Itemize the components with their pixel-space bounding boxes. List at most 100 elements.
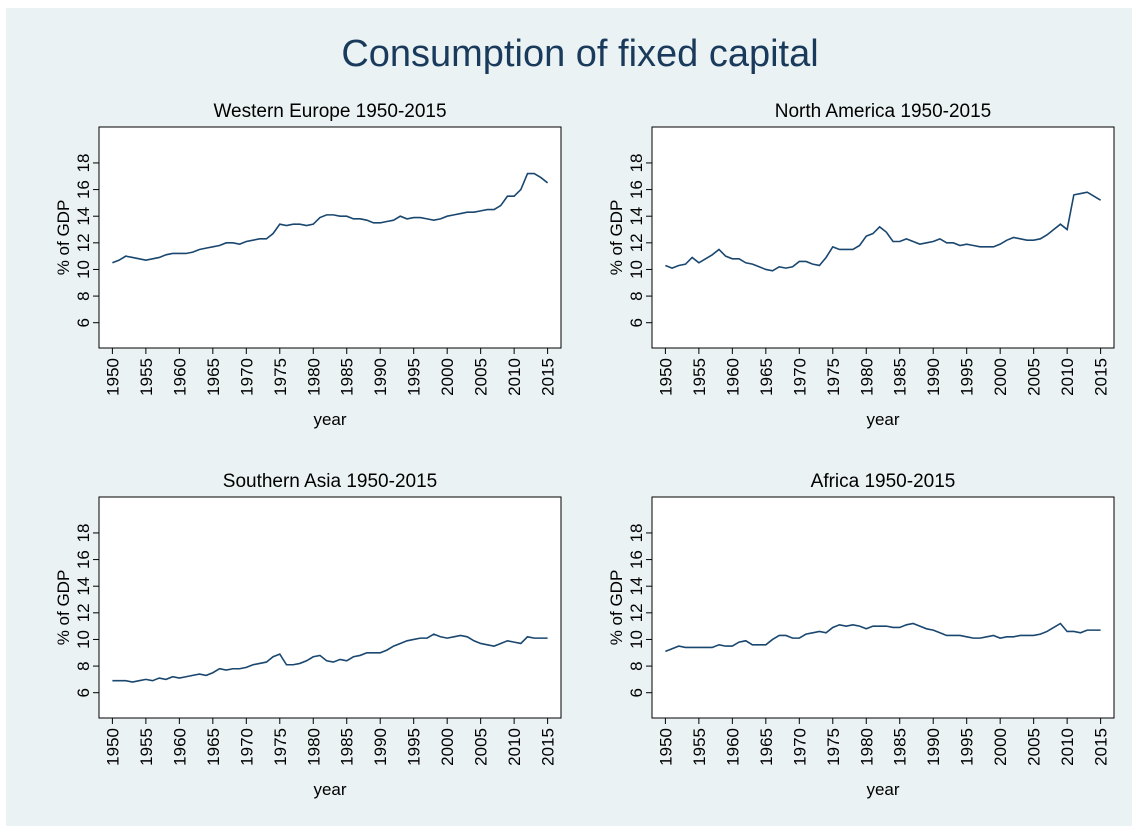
x-tick-label: 1990 xyxy=(924,728,943,766)
y-tick-label: 6 xyxy=(627,318,646,327)
x-tick-label: 2005 xyxy=(472,728,491,766)
x-tick-label: 2015 xyxy=(539,358,558,396)
x-tick-label: 1980 xyxy=(857,358,876,396)
y-tick-label: 14 xyxy=(627,577,646,596)
x-tick-label: 1950 xyxy=(103,358,122,396)
x-tick-label: 1970 xyxy=(790,358,809,396)
x-axis-label: year xyxy=(313,410,346,429)
panel-title: Western Europe 1950-2015 xyxy=(213,101,446,122)
y-tick-label: 18 xyxy=(74,523,93,542)
line-series xyxy=(665,622,1101,653)
x-tick-label: 1960 xyxy=(723,728,742,766)
x-tick-label: 2015 xyxy=(1092,728,1111,766)
panel-title: Southern Asia 1950-2015 xyxy=(223,471,437,492)
y-tick-label: 14 xyxy=(74,207,93,226)
x-tick-label: 1955 xyxy=(137,358,156,396)
y-tick-label: 8 xyxy=(74,291,93,300)
x-tick-label: 2000 xyxy=(991,358,1010,396)
y-tick-label: 16 xyxy=(627,180,646,199)
x-tick-label: 1965 xyxy=(757,358,776,396)
x-tick-label: 1990 xyxy=(371,358,390,396)
x-tick-label: 2005 xyxy=(472,358,491,396)
x-tick-label: 1960 xyxy=(170,358,189,396)
y-tick-label: 10 xyxy=(74,260,93,279)
y-tick-label: 8 xyxy=(74,661,93,670)
y-tick-label: 8 xyxy=(627,291,646,300)
y-tick-label: 10 xyxy=(627,260,646,279)
panel-title: Africa 1950-2015 xyxy=(811,471,956,492)
y-tick-label: 12 xyxy=(74,233,93,252)
y-tick-label: 14 xyxy=(627,207,646,226)
x-tick-label: 1995 xyxy=(405,358,424,396)
x-tick-label: 1970 xyxy=(237,358,256,396)
x-tick-label: 1965 xyxy=(757,728,776,766)
y-tick-label: 18 xyxy=(627,523,646,542)
x-tick-label: 1965 xyxy=(204,728,223,766)
x-tick-label: 1975 xyxy=(271,728,290,766)
plot-area xyxy=(651,496,1115,719)
x-tick-label: 2010 xyxy=(1058,358,1077,396)
y-axis-label: % of GDP xyxy=(607,570,626,646)
x-tick-label: 2005 xyxy=(1025,358,1044,396)
x-axis-label: year xyxy=(866,780,899,799)
x-tick-label: 1985 xyxy=(338,358,357,396)
x-tick-label: 1980 xyxy=(304,358,323,396)
plot-area xyxy=(98,126,562,349)
x-tick-label: 1995 xyxy=(958,358,977,396)
x-tick-label: 2000 xyxy=(438,728,457,766)
x-tick-label: 1985 xyxy=(891,728,910,766)
plot-area xyxy=(98,496,562,719)
x-tick-label: 1965 xyxy=(204,358,223,396)
x-tick-label: 1960 xyxy=(723,358,742,396)
y-tick-label: 12 xyxy=(74,603,93,622)
y-tick-label: 12 xyxy=(627,603,646,622)
y-tick-label: 8 xyxy=(627,661,646,670)
plot-area xyxy=(651,126,1115,349)
x-tick-label: 2010 xyxy=(505,358,524,396)
y-axis-label: % of GDP xyxy=(54,200,73,276)
x-tick-label: 2010 xyxy=(505,728,524,766)
line-series xyxy=(665,191,1102,272)
x-tick-label: 1985 xyxy=(338,728,357,766)
x-tick-label: 1975 xyxy=(824,728,843,766)
x-tick-label: 1955 xyxy=(690,358,709,396)
x-tick-label: 1950 xyxy=(103,728,122,766)
x-tick-label: 1975 xyxy=(824,358,843,396)
x-tick-label: 1990 xyxy=(371,728,390,766)
x-axis-label: year xyxy=(866,410,899,429)
y-tick-label: 14 xyxy=(74,577,93,596)
x-tick-label: 2010 xyxy=(1058,728,1077,766)
x-tick-label: 1950 xyxy=(656,728,675,766)
x-tick-label: 1990 xyxy=(924,358,943,396)
x-tick-label: 1970 xyxy=(237,728,256,766)
y-axis-label: % of GDP xyxy=(607,200,626,276)
y-tick-label: 18 xyxy=(627,153,646,172)
y-tick-label: 6 xyxy=(627,688,646,697)
y-tick-label: 10 xyxy=(627,630,646,649)
y-tick-label: 12 xyxy=(627,233,646,252)
y-axis-label: % of GDP xyxy=(54,570,73,646)
x-tick-label: 1960 xyxy=(170,728,189,766)
y-tick-label: 18 xyxy=(74,153,93,172)
x-tick-label: 1970 xyxy=(790,728,809,766)
x-tick-label: 2015 xyxy=(1092,358,1111,396)
x-tick-label: 1980 xyxy=(857,728,876,766)
y-tick-label: 6 xyxy=(74,318,93,327)
x-tick-label: 1955 xyxy=(690,728,709,766)
x-tick-label: 1985 xyxy=(891,358,910,396)
line-series xyxy=(112,633,548,683)
x-axis-label: year xyxy=(313,780,346,799)
y-tick-label: 16 xyxy=(74,550,93,569)
x-tick-label: 1975 xyxy=(271,358,290,396)
x-tick-label: 1950 xyxy=(656,358,675,396)
panel-title: North America 1950-2015 xyxy=(775,101,992,122)
x-tick-label: 1955 xyxy=(137,728,156,766)
y-tick-label: 10 xyxy=(74,630,93,649)
y-tick-label: 16 xyxy=(627,550,646,569)
x-tick-label: 1980 xyxy=(304,728,323,766)
y-tick-label: 16 xyxy=(74,180,93,199)
x-tick-label: 1995 xyxy=(958,728,977,766)
x-tick-label: 2015 xyxy=(539,728,558,766)
x-tick-label: 2000 xyxy=(438,358,457,396)
